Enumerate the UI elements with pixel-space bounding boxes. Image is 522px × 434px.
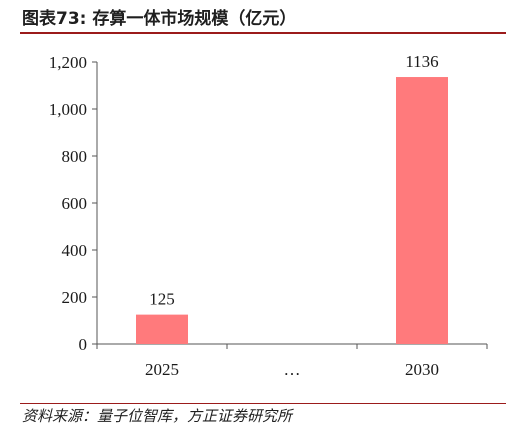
x-tick-label: 2030 [405,360,439,379]
bar-2025 [136,314,188,344]
bar-series [136,77,448,344]
bar-value-label: 125 [149,290,175,309]
x-tick-label: … [284,360,301,379]
data-labels: 125 1136 [149,52,438,309]
source-note: 资料来源：量子位智库，方正证券研究所 [22,407,293,425]
y-tick-label: 1,200 [49,53,87,72]
bar-value-label: 1136 [405,52,438,71]
x-axis-ticks: 2025 … 2030 [96,344,488,379]
y-tick-label: 600 [62,194,88,213]
y-tick-label: 800 [62,147,88,166]
title-divider [20,32,506,34]
y-tick-label: 400 [62,241,88,260]
x-tick-label: 2025 [145,360,179,379]
y-tick-label: 200 [62,288,88,307]
y-tick-label: 1,000 [49,100,87,119]
y-tick-label: 0 [79,335,88,354]
bar-2030 [396,77,448,344]
y-axis-ticks: 0 200 400 600 800 1,000 1,200 [49,53,97,354]
source-divider [20,403,506,404]
chart-title: 图表73: 存算一体市场规模（亿元） [22,9,297,29]
